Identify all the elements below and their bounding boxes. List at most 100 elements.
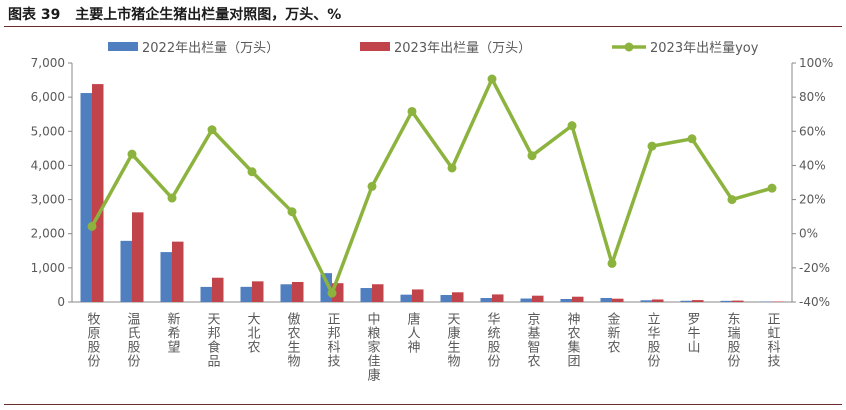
bar-2023	[612, 298, 624, 302]
line-series	[87, 74, 777, 298]
category-label: 中粮家佳康	[365, 312, 381, 382]
yoy-point	[567, 121, 577, 131]
category-label: 东瑞股份	[725, 312, 741, 368]
axes: 0 1,000 2,000 3,000 4,000 5,000 6,000 7,000 -40%…	[31, 56, 834, 309]
figure-title: 图表 39 主要上市猪企生猪出栏量对照图，万头、%	[8, 4, 341, 24]
category-label: 神农集团	[565, 312, 581, 368]
bar-2023	[92, 84, 104, 303]
bar-2023	[452, 292, 464, 302]
right-tick-label: -40%	[799, 295, 830, 309]
top-rule	[4, 26, 842, 27]
bar-2023	[412, 289, 424, 302]
legend: 2022年出栏量（万头） 2023年出栏量（万头） 2023年出栏量yoy	[108, 41, 759, 56]
bar-2022	[80, 93, 92, 302]
category-label: 天康生物	[445, 312, 461, 368]
yoy-point	[207, 125, 217, 135]
right-tick-label: 60%	[799, 124, 826, 138]
bar-2022	[600, 297, 612, 302]
yoy-point	[447, 163, 457, 173]
bar-2023	[172, 241, 184, 302]
category-labels: 牧原股份 温氏股份 新希望 天邦食品 大北农 傲农生物 正邦科技 中粮家佳康 唐人神 天康生物 华统…	[85, 311, 781, 382]
left-tick-label: 2,000	[31, 227, 65, 241]
bar-2023	[772, 301, 784, 302]
yoy-point	[527, 151, 537, 161]
bar-2022	[200, 286, 212, 302]
right-tick-label: 40%	[799, 158, 826, 172]
right-tick-label: 20%	[799, 193, 826, 207]
legend-swatch	[108, 42, 138, 51]
category-label: 正邦科技	[325, 312, 341, 368]
right-tick-label: -20%	[799, 261, 830, 275]
yoy-point	[687, 134, 697, 144]
bar-2022	[720, 300, 732, 302]
category-label: 唐人神	[405, 311, 421, 354]
bar-2022	[680, 300, 692, 302]
left-tick-label: 7,000	[31, 56, 65, 70]
yoy-point	[767, 183, 777, 193]
yoy-point	[727, 195, 737, 205]
category-label: 新希望	[165, 311, 181, 354]
yoy-point	[607, 258, 617, 268]
yoy-point	[87, 221, 97, 231]
bar-2023	[692, 300, 704, 302]
bar-2022	[560, 298, 572, 302]
category-label: 牧原股份	[85, 312, 101, 368]
category-label: 华统股份	[485, 312, 501, 368]
category-label: 傲农生物	[285, 312, 301, 368]
category-label: 罗牛山	[685, 312, 701, 354]
yoy-point	[167, 193, 177, 203]
bar-2023	[372, 284, 384, 302]
legend-marker	[624, 42, 634, 52]
bar-2023	[572, 296, 584, 302]
right-tick-label: 100%	[799, 56, 833, 70]
left-tick-label: 1,000	[31, 261, 65, 275]
category-label: 大北农	[245, 312, 261, 354]
category-label: 立华股份	[645, 312, 661, 368]
right-tick-label: 80%	[799, 90, 826, 104]
bar-2022	[640, 300, 652, 302]
bar-2022	[440, 295, 452, 302]
yoy-line	[90, 77, 773, 295]
bar-2023	[492, 294, 504, 302]
bar-2022	[120, 240, 132, 302]
bar-2023	[532, 295, 544, 302]
yoy-point	[367, 181, 377, 191]
bar-2022	[240, 286, 252, 302]
bar-2022	[480, 298, 492, 302]
left-tick-label: 6,000	[31, 90, 65, 104]
yoy-point	[327, 288, 337, 298]
legend-swatch	[360, 42, 390, 51]
bar-2023	[132, 212, 144, 302]
category-label: 正虹科技	[765, 312, 781, 368]
yoy-point	[407, 106, 417, 116]
bar-2023	[252, 281, 264, 302]
bar-2023	[292, 281, 304, 302]
bottom-rule	[4, 404, 842, 405]
bar-2023	[332, 283, 344, 302]
bar-2022	[160, 252, 172, 302]
legend-label: 2023年出栏量（万头）	[394, 41, 531, 56]
left-tick-label: 4,000	[31, 158, 65, 172]
bars	[80, 84, 784, 303]
left-tick-label: 0	[57, 295, 65, 309]
category-label: 金新农	[605, 311, 621, 354]
bar-2022	[520, 298, 532, 302]
category-label: 温氏股份	[125, 312, 141, 368]
yoy-point	[487, 74, 497, 84]
category-label: 天邦食品	[205, 312, 221, 368]
figure-caption: 主要上市猪企生猪出栏量对照图，万头、%	[75, 7, 342, 23]
bar-2023	[212, 277, 224, 302]
legend-label: 2022年出栏量（万头）	[142, 41, 279, 56]
bar-2022	[360, 288, 372, 302]
yoy-point	[127, 149, 137, 159]
bar-2022	[280, 284, 292, 302]
category-label: 京基智农	[525, 312, 541, 368]
yoy-point	[247, 167, 257, 177]
bar-2022	[320, 273, 332, 302]
figure-label: 图表 39	[8, 7, 61, 23]
yoy-point	[287, 207, 297, 217]
legend-label: 2023年出栏量yoy	[650, 41, 759, 56]
right-tick-label: 0%	[799, 227, 818, 241]
bar-2022	[400, 294, 412, 302]
